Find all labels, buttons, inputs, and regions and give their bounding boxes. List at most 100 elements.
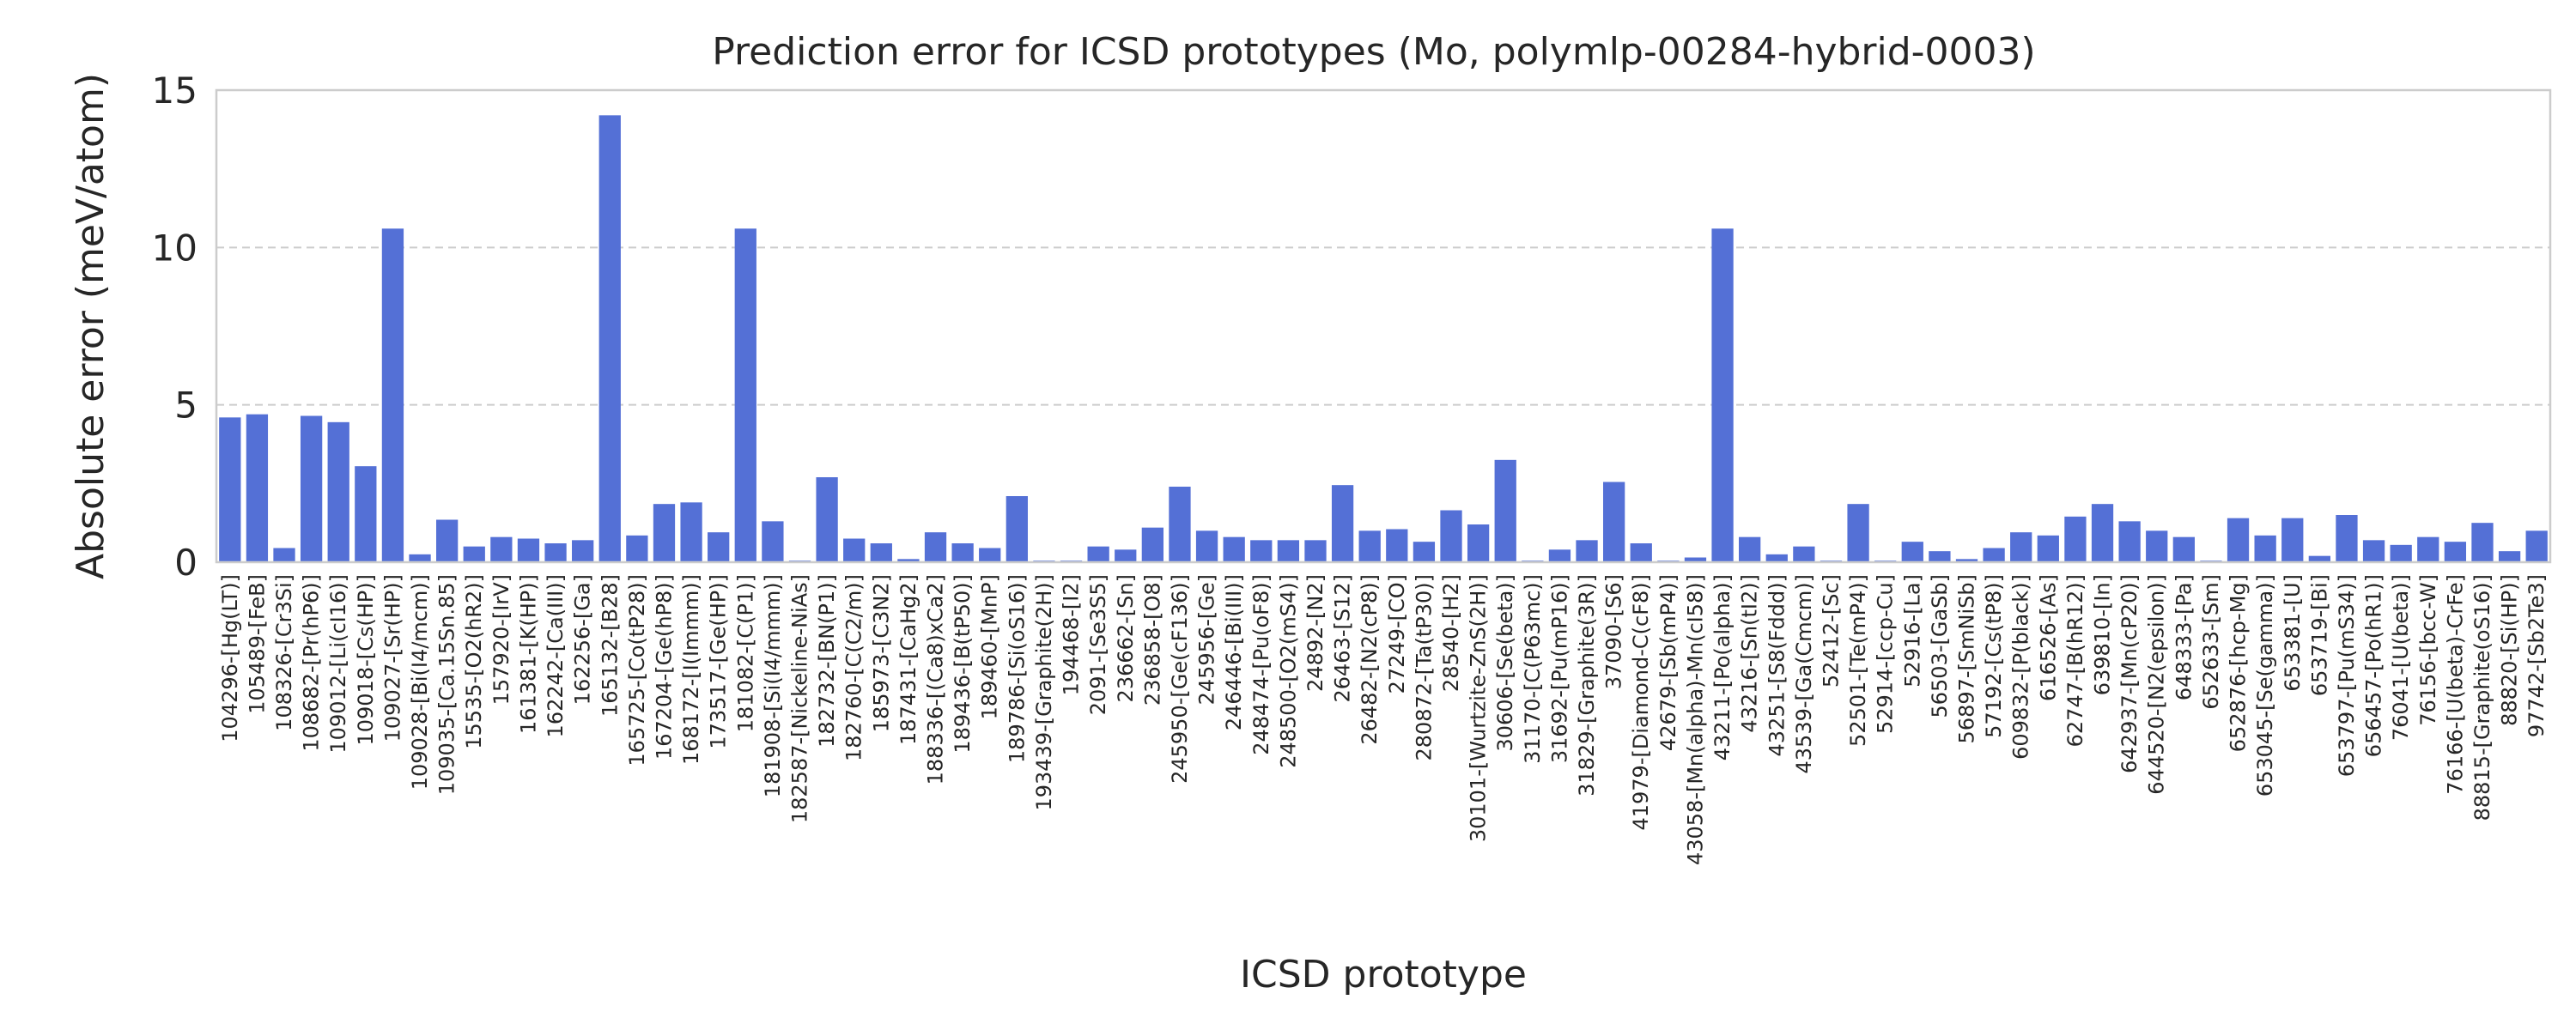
bar <box>1358 530 1381 562</box>
x-tick-label: 236858-[O8] <box>1140 574 1164 706</box>
x-tick-label: 194468-[I2] <box>1060 574 1084 695</box>
x-tick-label: 31692-[Pu(mP16)] <box>1547 574 1571 763</box>
bar <box>734 228 756 562</box>
x-tick-label: 108326-[Cr3Si] <box>272 574 296 731</box>
bar <box>2525 530 2548 562</box>
x-tick-label: 162256-[Ga] <box>571 574 595 705</box>
bar <box>2390 544 2412 562</box>
x-tick-label: 52914-[ccp-Cu] <box>1874 574 1898 734</box>
bar <box>355 466 377 562</box>
bar <box>598 115 621 563</box>
bar <box>327 421 349 562</box>
x-tick-label: 182760-[C(C2/m)] <box>842 574 866 761</box>
bar <box>979 548 1001 562</box>
x-tick-label: 31170-[C(P63mc)] <box>1521 574 1545 764</box>
bar <box>409 554 431 562</box>
bar <box>870 543 892 562</box>
bar <box>2146 530 2168 562</box>
bar <box>2498 551 2521 562</box>
bar <box>1223 536 1245 562</box>
bar <box>924 532 947 562</box>
x-tick-label: 653045-[Se(gamma)] <box>2253 574 2277 797</box>
x-tick-label: 642937-[Mn(cP20)] <box>2117 574 2142 773</box>
bar <box>1548 549 1571 562</box>
x-tick-label: 161381-[K(HP)] <box>516 574 540 734</box>
x-tick-label: 2091-[Se3S5] <box>1086 574 1110 715</box>
x-tick-label: 648333-[Pa] <box>2172 574 2196 700</box>
x-tick-label: 109018-[Cs(HP)] <box>354 574 378 746</box>
bar <box>816 477 838 562</box>
bar <box>2444 542 2467 562</box>
bar <box>2417 536 2439 562</box>
x-tick-label: 236662-[Sn] <box>1114 574 1138 702</box>
x-tick-label: 31829-[Graphite(3R)] <box>1575 574 1599 797</box>
x-tick-label: 30101-[Wurtzite-ZnS(2H)] <box>1467 574 1491 842</box>
bar <box>1901 542 1923 562</box>
y-tick-label: 0 <box>174 542 197 584</box>
bar <box>1793 546 1815 562</box>
x-axis-ticks: 104296-[Hg(LT)] 105489-[FeB] 108326-[Cr3Si… <box>218 574 2549 865</box>
x-tick-label: 97742-[Sb2Te3] <box>2524 574 2549 737</box>
x-tick-label: 41979-[Diamond-C(cF8)] <box>1629 574 1653 831</box>
x-tick-label: 280872-[Ta(tP30)] <box>1412 574 1436 761</box>
x-tick-label: 15535-[O2(hR2)] <box>462 574 486 749</box>
x-tick-label: 56503-[GaSb] <box>1928 574 1952 718</box>
x-axis-label: ICSD prototype <box>1240 953 1527 997</box>
x-tick-label: 157920-[IrV] <box>489 574 513 705</box>
x-tick-label: 639810-[In] <box>2091 574 2115 695</box>
x-tick-label: 42679-[Sb(mP4)] <box>1656 574 1680 751</box>
plot-frame <box>215 88 2552 564</box>
bar <box>219 417 241 562</box>
bar <box>1711 228 1734 562</box>
x-tick-label: 108682-[Pr(hP6)] <box>300 574 324 752</box>
x-tick-label: 246446-[Bi(III)] <box>1222 574 1246 730</box>
x-tick-label: 653719-[Bi] <box>2307 574 2331 696</box>
bar <box>2172 536 2195 562</box>
x-tick-label: 43216-[Sn(tI2)] <box>1738 574 1762 733</box>
x-tick-label: 609832-[P(black)] <box>2009 574 2033 760</box>
bar <box>1386 529 1408 562</box>
bar <box>1576 540 1598 562</box>
x-tick-label: 88820-[Si(HP)] <box>2498 574 2522 726</box>
x-tick-label: 76156-[bcc-W] <box>2416 574 2440 726</box>
x-tick-label: 652876-[hcp-Mg] <box>2227 574 2251 752</box>
bar <box>762 521 784 562</box>
bar <box>897 559 920 562</box>
bar <box>626 535 648 562</box>
x-tick-label: 52412-[Sc] <box>1819 574 1843 688</box>
bar <box>1413 542 1436 562</box>
x-tick-label: 24892-[N2] <box>1303 574 1327 692</box>
bar <box>1005 496 1028 562</box>
bar <box>1739 536 1761 562</box>
bar <box>544 543 567 562</box>
y-tick-label: 10 <box>152 227 197 269</box>
bar <box>246 414 269 562</box>
bar <box>381 228 404 562</box>
bar <box>2037 535 2059 562</box>
x-tick-label: 26482-[N2(cP8)] <box>1358 574 1382 745</box>
x-tick-label: 52916-[La] <box>1900 574 1924 688</box>
bar <box>1440 510 1462 562</box>
bar <box>2254 535 2276 562</box>
bar <box>300 415 323 562</box>
x-tick-label: 109035-[Ca.15Sn.85] <box>435 574 459 795</box>
x-tick-label: 616526-[As] <box>2036 574 2060 701</box>
bar <box>2227 518 2250 562</box>
gridlines <box>216 246 2550 406</box>
bar <box>435 519 459 562</box>
bar <box>2308 555 2331 562</box>
x-tick-label: 168172-[I(Immm)] <box>679 574 703 765</box>
bars <box>219 115 2548 563</box>
bar <box>2336 515 2358 562</box>
x-tick-label: 109028-[Bi(I4/mcm)] <box>408 574 432 790</box>
bar <box>2471 523 2494 562</box>
bar <box>1765 554 1788 562</box>
x-tick-label: 62747-[B(hR12)] <box>2063 574 2087 747</box>
x-tick-label: 76041-[U(beta)] <box>2389 574 2413 741</box>
x-tick-label: 43058-[Mn(alpha)-Mn(cI58)] <box>1683 574 1707 865</box>
bar <box>1115 549 1137 562</box>
x-tick-label: 162242-[Ca(III)] <box>544 574 568 737</box>
x-tick-label: 189460-[MnP] <box>978 574 1002 719</box>
x-tick-label: 187431-[CaHg2] <box>896 574 920 745</box>
